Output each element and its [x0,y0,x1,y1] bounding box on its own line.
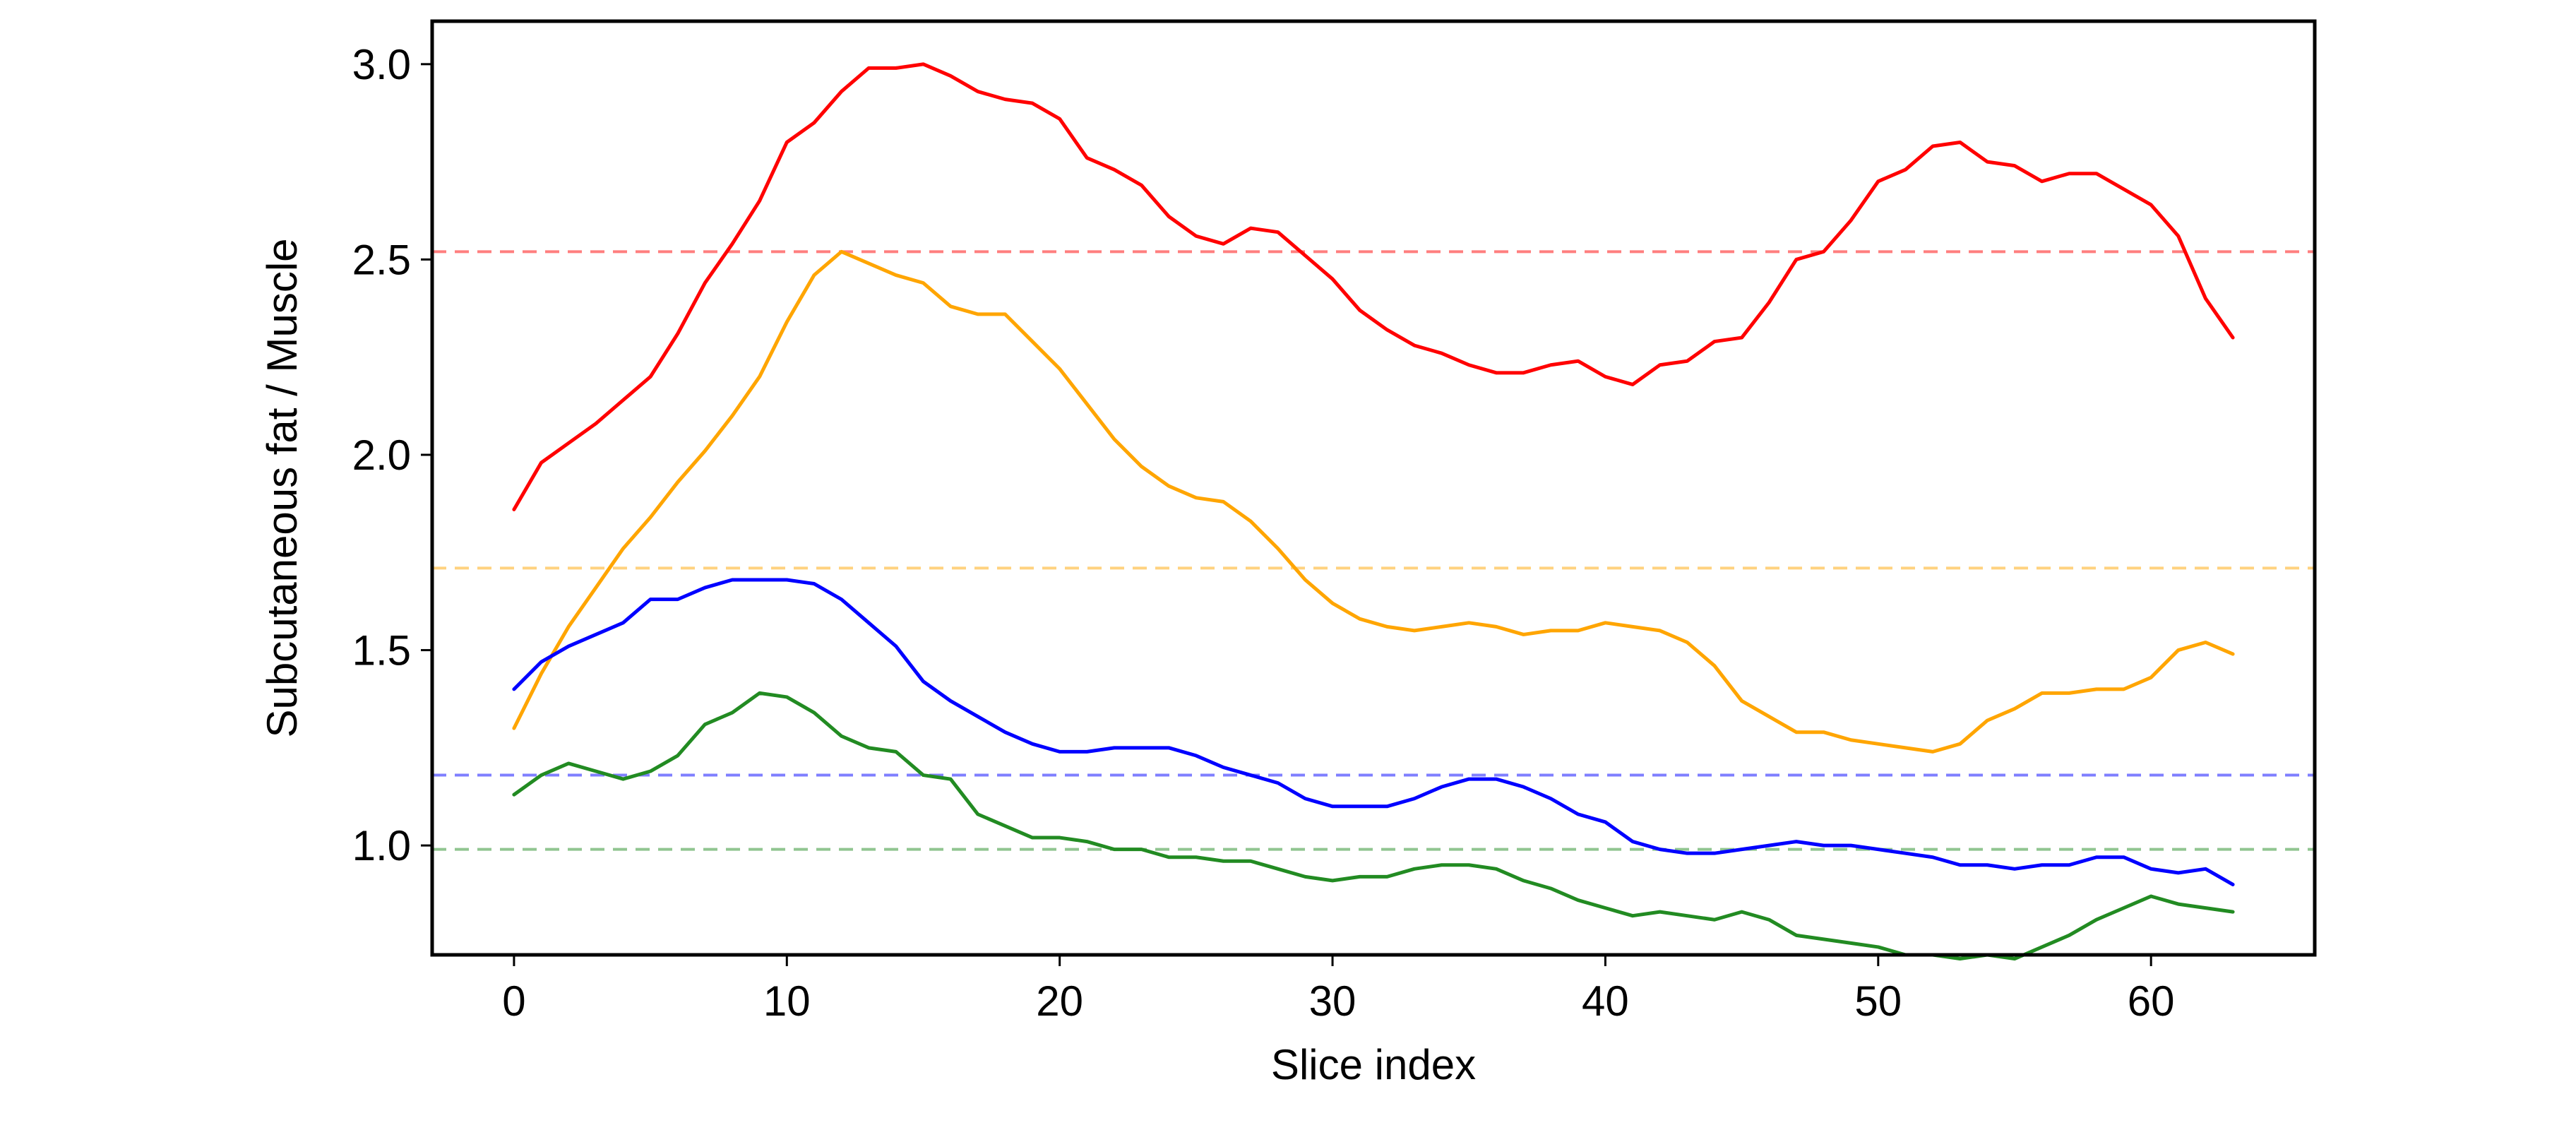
x-tick-label: 0 [502,977,525,1025]
y-axis-label: Subcutaneous fat / Muscle [258,238,306,737]
x-tick-label: 30 [1309,977,1356,1025]
x-tick-label: 20 [1036,977,1083,1025]
y-tick-label: 2.5 [352,236,411,283]
series-line-3 [512,578,2235,886]
x-tick-label: 60 [2128,977,2175,1025]
x-tick-label: 50 [1854,977,1902,1025]
y-tick-label: 3.0 [352,41,411,88]
plot-frame [430,19,2317,957]
series-line-1 [512,62,2235,511]
x-axis-label: Slice index [1271,1041,1476,1088]
x-tick-label: 40 [1582,977,1629,1025]
series-lines [512,62,2235,961]
x-tick-label: 10 [763,977,811,1025]
series-line-4 [512,691,2235,961]
x-axis-ticks: 0 10 20 30 40 50 60 [502,955,2175,1025]
y-tick-label: 1.5 [352,627,411,674]
series-line-2 [512,249,2235,754]
y-axis-ticks: 1.0 1.5 2.0 2.5 3.0 [352,41,432,869]
y-tick-label: 1.0 [352,822,411,869]
reference-lines [432,250,2315,851]
y-tick-label: 2.0 [352,432,411,479]
